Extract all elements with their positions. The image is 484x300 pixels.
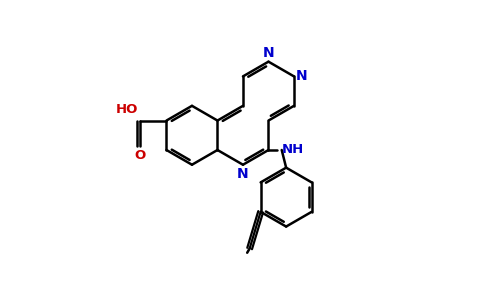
Text: HO: HO	[116, 103, 138, 116]
Text: N: N	[296, 69, 307, 83]
Text: NH: NH	[282, 143, 304, 157]
Text: N: N	[263, 46, 274, 60]
Text: O: O	[135, 148, 146, 161]
Text: N: N	[237, 167, 249, 181]
